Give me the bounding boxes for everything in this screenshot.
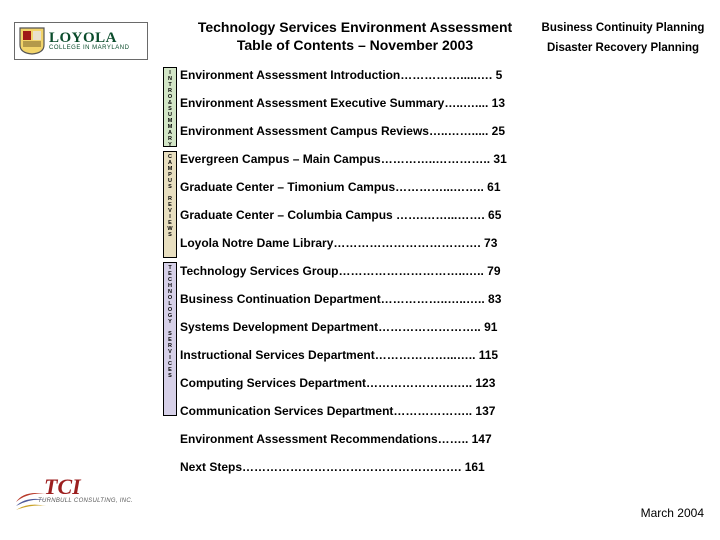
logo-subtitle: COLLEGE IN MARYLAND — [49, 45, 129, 52]
toc-entry: Environment Assessment Executive Summary… — [180, 96, 548, 110]
crest-icon — [19, 27, 45, 55]
tci-lettermark: TCI — [44, 476, 81, 498]
page-root: LOYOLA COLLEGE IN MARYLAND Technology Se… — [0, 0, 720, 540]
title-block: Technology Services Environment Assessme… — [170, 18, 540, 54]
loyola-logo: LOYOLA COLLEGE IN MARYLAND — [14, 22, 148, 60]
toc-entry: Communication Services Department……………….… — [180, 404, 548, 418]
toc-entry: Graduate Center – Columbia Campus …….…….… — [180, 208, 548, 222]
toc-entry: Business Continuation Department……………..…… — [180, 292, 548, 306]
right-subtitles: Business Continuity Planning Disaster Re… — [538, 18, 708, 58]
toc-entry: Instructional Services Department……………….… — [180, 348, 548, 362]
toc: Environment Assessment Introduction……………… — [180, 68, 548, 488]
side-label-campus: CAMPUS REVIEWS — [163, 151, 177, 258]
logo-text: LOYOLA COLLEGE IN MARYLAND — [49, 31, 129, 52]
toc-entry: Evergreen Campus – Main Campus…………..…………… — [180, 152, 548, 166]
toc-entry: Technology Services Group…………………………..…..… — [180, 264, 548, 278]
toc-entry: Next Steps………………………………………………. 161 — [180, 460, 548, 474]
toc-entry: Loyola Notre Dame Library………………………………. 7… — [180, 236, 548, 250]
side-label-tech: TECHNOLOGY SERVICES — [163, 262, 177, 416]
title-line1: Technology Services Environment Assessme… — [170, 18, 540, 36]
toc-entry: Computing Services Department………………….…..… — [180, 376, 548, 390]
footer-date: March 2004 — [641, 506, 704, 520]
subtitle-drp: Disaster Recovery Planning — [538, 38, 708, 58]
subtitle-bcp: Business Continuity Planning — [538, 18, 708, 38]
toc-entry: Environment Assessment Introduction……………… — [180, 68, 548, 82]
toc-entry: Environment Assessment Campus Reviews…..… — [180, 124, 548, 138]
side-label-intro: INTRO & SUMMARY — [163, 67, 177, 147]
tci-logo: TCI TURNBULL CONSULTING, INC. — [14, 476, 154, 522]
toc-entry: Systems Development Department……………………..… — [180, 320, 548, 334]
logo-name: LOYOLA — [49, 31, 129, 45]
toc-entry: Environment Assessment Recommendations……… — [180, 432, 548, 446]
title-line2: Table of Contents – November 2003 — [170, 36, 540, 54]
tci-sub1: TURNBULL CONSULTING, INC. — [38, 498, 133, 504]
toc-entry: Graduate Center – Timonium Campus…………...… — [180, 180, 548, 194]
